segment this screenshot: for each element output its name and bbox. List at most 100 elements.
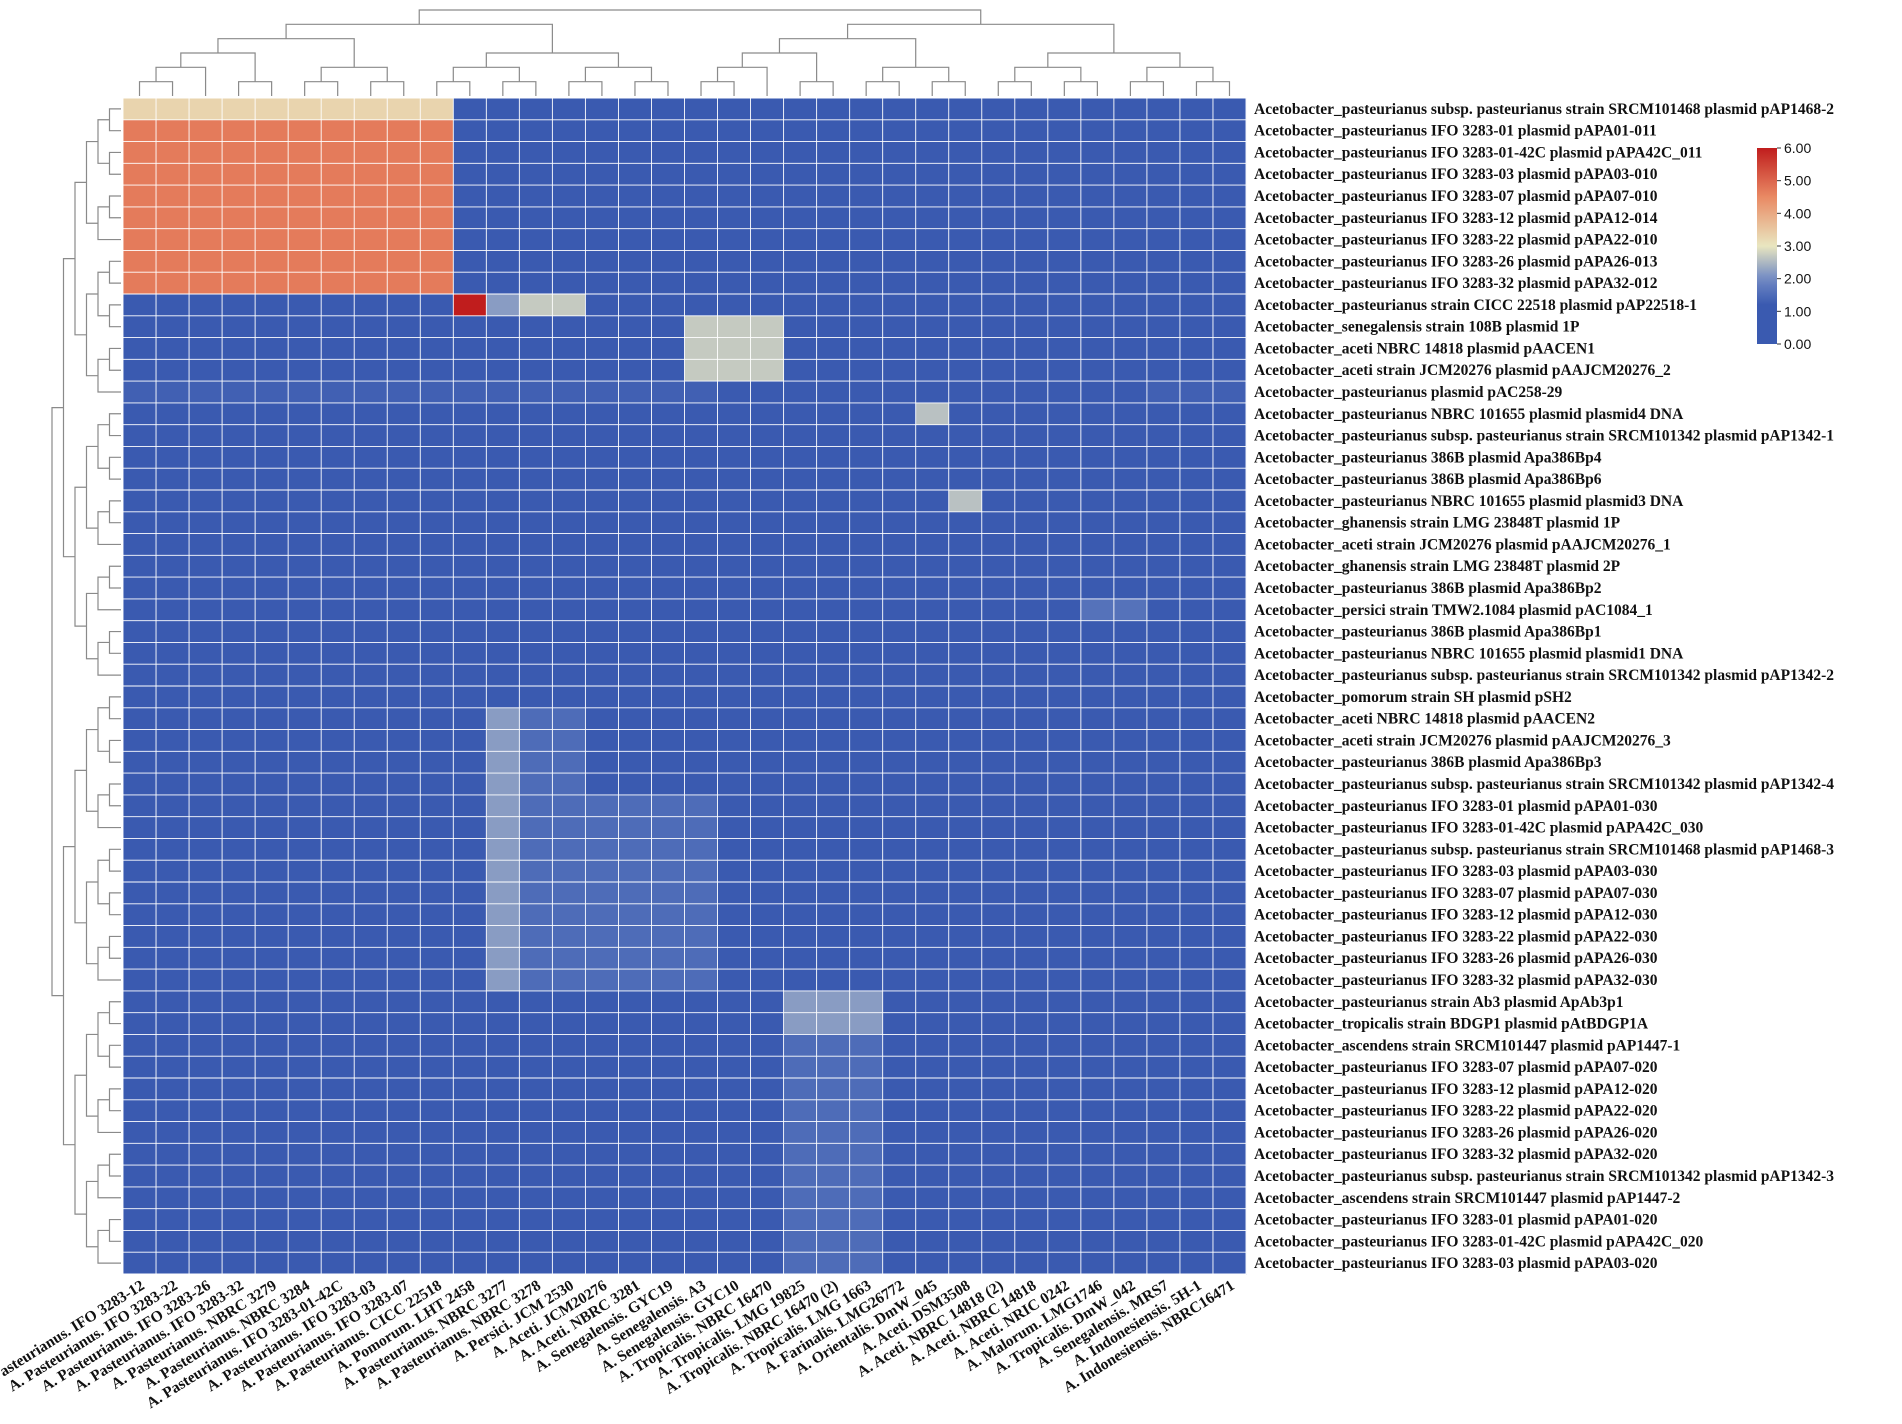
dendrogram-branch [97,859,110,905]
heatmap-cell [1080,402,1115,425]
heatmap-cell [222,141,256,164]
heatmap-cell [354,990,388,1013]
heatmap-cell [321,1143,355,1166]
heatmap-cell [519,1186,553,1209]
heatmap-cell [552,620,586,643]
heatmap-cell [156,1252,190,1275]
row-label: Acetobacter_pasteurianus IFO 3283-01-42C… [1254,144,1702,161]
heatmap-cell [1080,1099,1115,1122]
heatmap-cell [651,185,685,208]
row-label: Acetobacter_pasteurianus IFO 3283-03 pla… [1254,1255,1658,1272]
heatmap-cell [1047,206,1082,229]
heatmap-cell [321,751,355,774]
heatmap-cell [321,468,355,491]
heatmap-cell [585,250,619,273]
heatmap-cell [948,490,983,513]
dendrogram-branch [97,424,110,469]
heatmap-cell [321,794,355,817]
heatmap-cell [255,511,289,534]
heatmap-cell [585,555,619,578]
heatmap-cell [519,1230,553,1253]
heatmap-cell [1080,642,1115,665]
heatmap-cell [882,642,917,665]
heatmap-cell [189,598,223,621]
heatmap-cell [981,163,1016,186]
heatmap-cell [882,490,917,513]
heatmap-cell [156,860,190,883]
heatmap-cell [552,119,586,142]
heatmap-cell [354,206,388,229]
heatmap-cell [453,1165,487,1188]
row-label: Acetobacter_pasteurianus NBRC 101655 pla… [1254,406,1684,423]
heatmap-cell [1146,1230,1181,1253]
heatmap-cell [222,577,256,600]
heatmap-cell [288,773,322,796]
heatmap-cell [915,424,950,447]
heatmap-cell [618,533,652,556]
heatmap-cell [849,490,883,513]
heatmap-cell [189,359,223,382]
heatmap-cell [1146,707,1181,730]
heatmap-cell [981,773,1016,796]
heatmap-cell [1047,664,1082,687]
heatmap-cell [1047,751,1082,774]
heatmap-cell [222,1121,256,1144]
heatmap-cell [552,1165,586,1188]
heatmap-cell [849,359,883,382]
heatmap-cell [189,533,223,556]
heatmap-cells [123,98,1247,1275]
heatmap-cell [486,141,520,164]
heatmap-cell [618,359,652,382]
heatmap-cell [552,925,586,948]
dendrogram-branch [85,1180,98,1248]
heatmap-cell [1080,163,1115,186]
heatmap-cell [354,446,388,469]
heatmap-cell [717,424,751,447]
heatmap-cell [750,294,784,317]
heatmap-cell [354,1186,388,1209]
heatmap-cell [1014,206,1049,229]
heatmap-cell [1146,642,1181,665]
heatmap-cell [618,751,652,774]
heatmap-cell [519,686,553,709]
heatmap-cell [783,751,817,774]
heatmap-cell [288,642,322,665]
heatmap-cell [189,98,223,121]
heatmap-cell [783,686,817,709]
heatmap-cell [1047,228,1082,251]
heatmap-cell [948,882,983,905]
heatmap-cell [585,577,619,600]
heatmap-cell [420,402,454,425]
heatmap-cell [915,315,950,338]
heatmap-cell [123,533,157,556]
heatmap-cell [189,620,223,643]
heatmap-cell [519,773,553,796]
heatmap-cell [849,1078,883,1101]
heatmap-cell [123,1230,157,1253]
dendrogram-branch [238,81,273,96]
heatmap-cell [849,185,883,208]
heatmap-cell [1080,969,1115,992]
row-label: Acetobacter_pasteurianus IFO 3283-12 pla… [1254,1081,1658,1098]
heatmap-cell [1212,686,1247,709]
heatmap-cell [849,468,883,491]
heatmap-cell [1080,185,1115,208]
heatmap-cell [420,206,454,229]
heatmap-cell [1080,838,1115,861]
heatmap-cell [354,1143,388,1166]
column-dendrogram [138,9,1231,96]
heatmap-cell [420,272,454,295]
heatmap-cell [222,773,256,796]
heatmap-cell [1014,337,1049,360]
heatmap-cell [585,773,619,796]
heatmap-cell [123,751,157,774]
heatmap-cell [1113,98,1148,121]
heatmap-cell [1146,185,1181,208]
heatmap-cell [354,1230,388,1253]
row-label: Acetobacter_pasteurianus IFO 3283-12 pla… [1254,210,1658,227]
dendrogram-branch [108,108,121,132]
heatmap-cell [651,1186,685,1209]
heatmap-cell [816,1230,850,1253]
heatmap-cell [1014,620,1049,643]
heatmap-cell [453,272,487,295]
